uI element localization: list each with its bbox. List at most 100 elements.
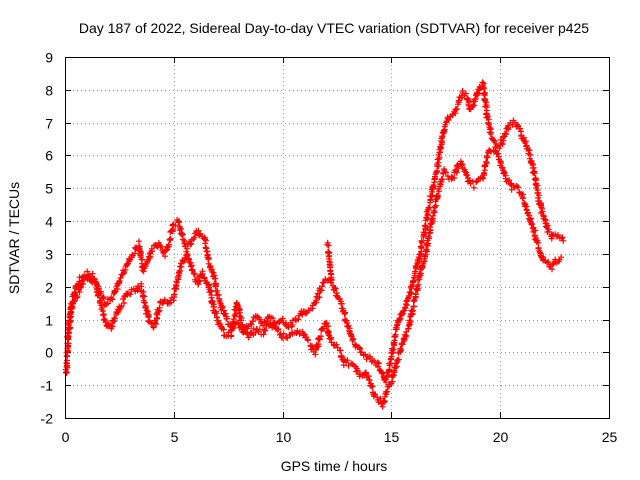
- data-point-marker: [377, 395, 384, 402]
- data-point-marker: [559, 234, 566, 241]
- data-point-marker: [519, 194, 526, 201]
- data-point-marker: [280, 330, 287, 337]
- data-point-marker: [165, 241, 172, 248]
- data-point-marker: [178, 263, 185, 270]
- data-point-marker: [223, 315, 230, 322]
- data-point-marker: [184, 245, 191, 252]
- data-point-marker: [358, 349, 365, 356]
- data-point-marker: [104, 300, 111, 307]
- data-point-marker: [324, 241, 331, 248]
- data-point-marker: [80, 280, 87, 287]
- data-point-marker: [405, 295, 411, 302]
- data-point-marker: [375, 363, 382, 370]
- y-axis-label: SDTVAR / TECUs: [6, 182, 22, 294]
- data-point-marker: [365, 376, 372, 383]
- data-point-marker: [548, 235, 555, 242]
- data-point-marker: [333, 341, 340, 348]
- data-point-marker: [325, 242, 332, 249]
- data-point-marker: [171, 291, 178, 298]
- data-point-marker: [222, 310, 229, 317]
- data-point-marker: [434, 192, 441, 199]
- x-tick-label: 15: [384, 429, 400, 445]
- data-point-marker: [410, 277, 416, 284]
- data-point-marker: [439, 176, 446, 183]
- data-point-marker: [485, 113, 492, 120]
- data-point-marker: [481, 172, 487, 178]
- data-point-marker: [175, 274, 181, 281]
- data-point-marker: [252, 329, 259, 336]
- data-point-marker: [350, 336, 357, 343]
- data-point-marker: [92, 279, 99, 286]
- data-point-marker: [549, 266, 555, 273]
- data-point-marker: [274, 326, 281, 333]
- data-point-marker: [528, 220, 535, 227]
- data-point-marker: [480, 175, 487, 182]
- data-points: [62, 79, 567, 410]
- data-point-marker: [212, 275, 219, 282]
- data-point-marker: [100, 311, 107, 318]
- data-point-marker: [442, 169, 449, 176]
- data-point-marker: [332, 285, 339, 292]
- data-point-marker: [390, 346, 397, 353]
- y-tick-label: 3: [45, 247, 53, 263]
- data-point-marker: [429, 192, 436, 199]
- data-point-marker: [402, 334, 409, 340]
- data-point-marker: [249, 318, 256, 325]
- data-point-marker: [483, 153, 490, 159]
- y-tick-label: 7: [45, 116, 53, 132]
- data-point-marker: [338, 353, 345, 360]
- data-point-marker: [430, 182, 437, 189]
- data-point-marker: [473, 179, 480, 186]
- data-point-marker: [325, 249, 332, 255]
- data-point-marker: [483, 104, 490, 111]
- data-point-marker: [208, 292, 215, 298]
- data-point-marker: [284, 335, 291, 341]
- data-point-marker: [387, 356, 394, 363]
- data-point-marker: [162, 253, 168, 260]
- data-point-marker: [453, 106, 460, 112]
- data-point-marker: [262, 327, 269, 334]
- data-point-marker: [184, 252, 191, 259]
- chart-title: Day 187 of 2022, Sidereal Day-to-day VTE…: [79, 20, 589, 36]
- plot-frame: [65, 57, 610, 419]
- data-point-marker: [117, 275, 124, 281]
- data-point-marker: [71, 297, 78, 304]
- data-point-marker: [470, 184, 477, 191]
- data-point-marker: [560, 237, 567, 244]
- x-tick-label: 0: [62, 429, 70, 445]
- data-point-marker: [395, 356, 402, 363]
- data-point-marker: [531, 170, 538, 177]
- data-point-marker: [497, 160, 504, 167]
- data-point-marker: [466, 177, 473, 184]
- data-point-marker: [245, 334, 252, 341]
- data-point-marker: [527, 151, 534, 158]
- data-point-marker: [150, 324, 157, 331]
- data-point-marker: [540, 213, 547, 220]
- data-point-marker: [425, 235, 432, 242]
- data-point-marker: [342, 309, 349, 316]
- data-point-marker: [188, 263, 194, 270]
- data-point-marker: [461, 168, 468, 175]
- data-point-marker: [68, 303, 75, 309]
- data-point-marker: [209, 297, 216, 304]
- data-point-marker: [97, 299, 104, 306]
- data-point-marker: [172, 222, 179, 229]
- y-tick-label: 0: [45, 345, 53, 361]
- series-lower-trace: [64, 147, 565, 410]
- data-point-marker: [549, 261, 556, 268]
- data-point-marker: [506, 177, 513, 184]
- data-point-marker: [279, 315, 286, 322]
- data-point-marker: [94, 292, 101, 299]
- y-tick-label: 1: [45, 313, 53, 329]
- data-point-marker: [93, 282, 100, 289]
- data-point-marker: [174, 279, 180, 286]
- data-point-marker: [121, 300, 127, 306]
- data-point-marker: [459, 88, 466, 94]
- data-point-marker: [77, 284, 84, 291]
- data-point-marker: [558, 254, 565, 261]
- data-point-marker: [412, 291, 419, 298]
- data-point-marker: [451, 175, 458, 181]
- axis-ticks: [65, 57, 610, 419]
- data-point-marker: [423, 215, 430, 221]
